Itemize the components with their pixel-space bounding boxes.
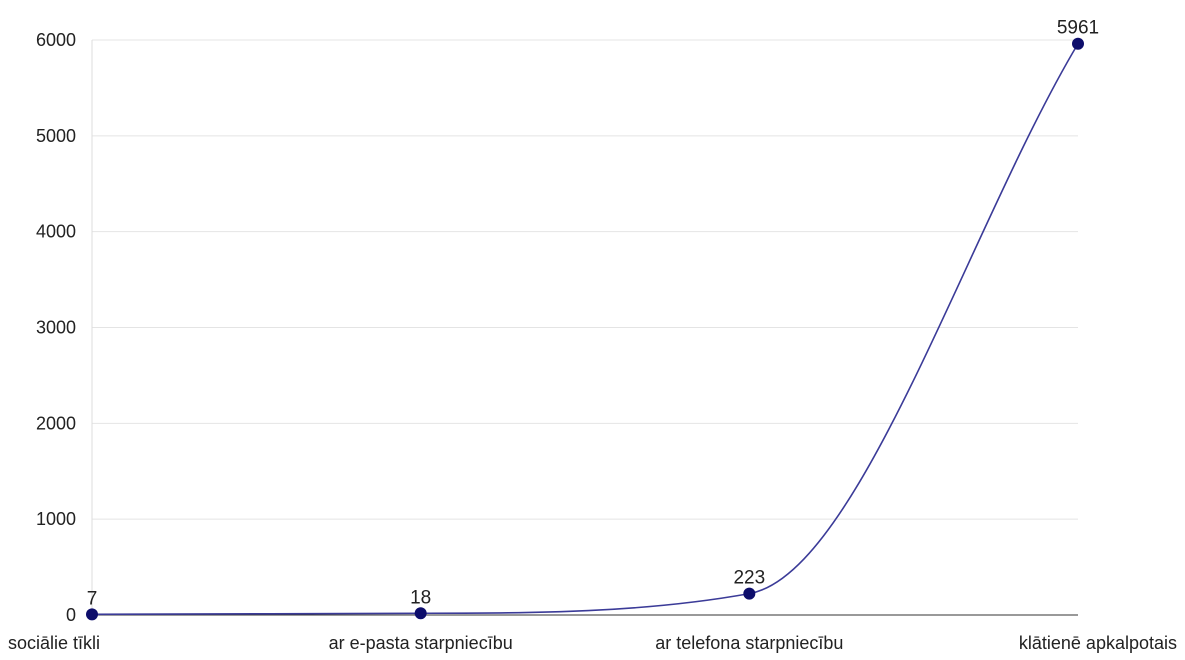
y-tick-label: 6000 [36, 30, 76, 50]
x-tick-label: ar e-pasta starpniecību [329, 633, 513, 653]
data-label: 5961 [1057, 18, 1099, 39]
grid-layer [92, 39, 1078, 616]
y-tick-label: 3000 [36, 318, 76, 338]
x-tick-label: sociālie tīkli [8, 633, 100, 653]
data-points [86, 37, 1084, 621]
y-tick-label: 1000 [36, 509, 76, 529]
y-tick-labels: 0 1000 2000 3000 4000 5000 6000 [36, 30, 76, 625]
data-labels: 7 18 223 5961 [87, 18, 1099, 610]
data-point [414, 607, 427, 620]
data-point [1072, 37, 1084, 50]
y-tick-label: 4000 [36, 222, 76, 242]
data-point [86, 608, 98, 621]
series-layer [91, 43, 1079, 616]
series-line [91, 43, 1079, 616]
x-tick-label: klātienē apkalpotais [1019, 633, 1177, 653]
data-point [743, 587, 756, 600]
data-label: 18 [410, 587, 431, 608]
data-label: 223 [733, 568, 765, 589]
y-tick-label: 2000 [36, 413, 76, 433]
y-tick-label: 5000 [36, 126, 76, 146]
x-tick-labels: sociālie tīkli ar e-pasta starpniecību ar … [8, 633, 1177, 653]
data-label: 7 [87, 588, 98, 609]
x-tick-label: ar telefona starpniecību [655, 633, 843, 653]
axis-layer [91, 40, 1078, 616]
y-tick-label: 0 [66, 605, 76, 625]
